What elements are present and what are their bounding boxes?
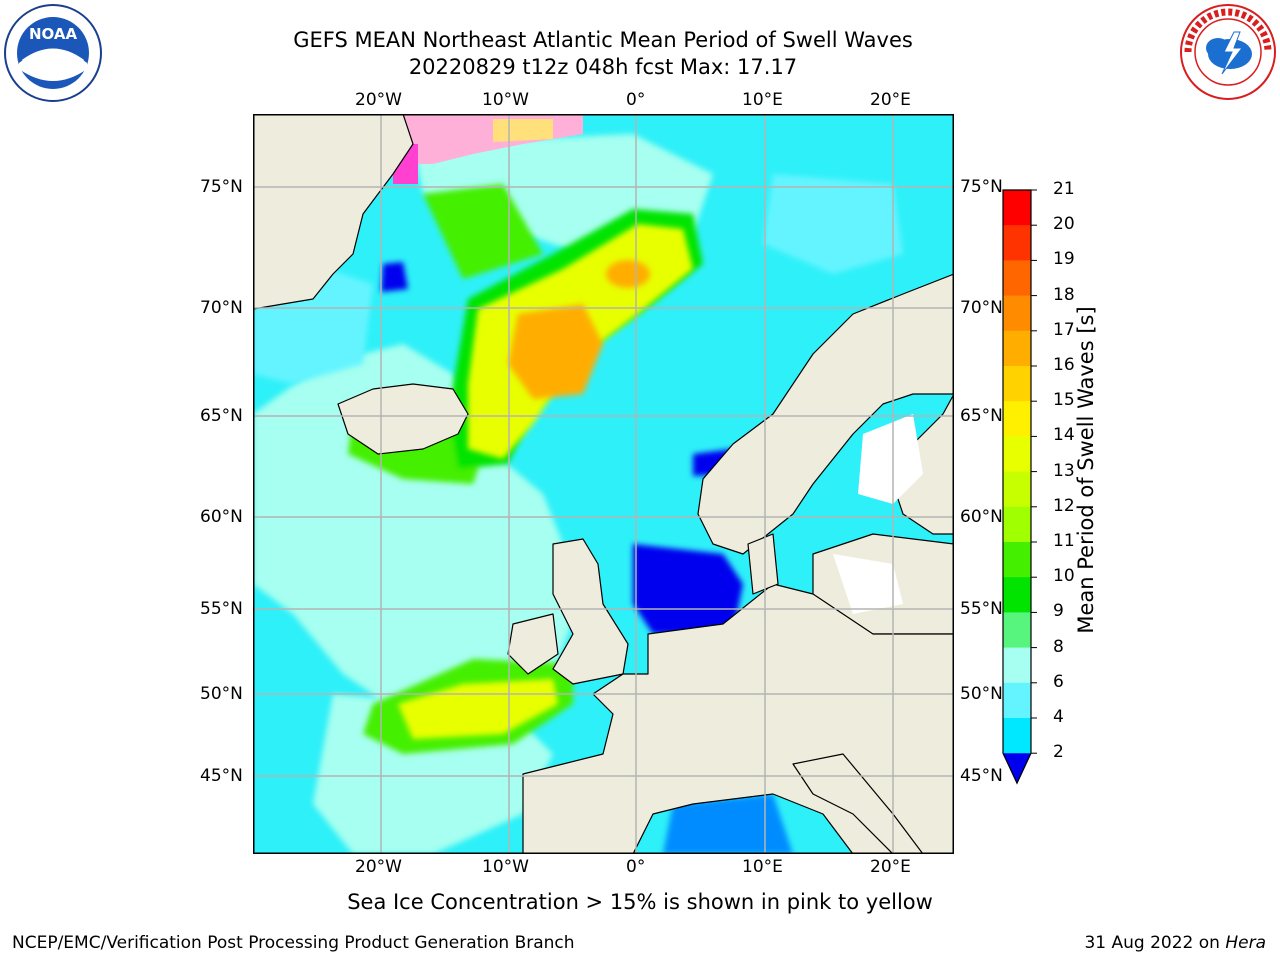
greenland <box>253 114 414 310</box>
colorbar-tick-label: 18 <box>1053 284 1075 305</box>
colorbar-extend-triangle <box>1003 753 1031 784</box>
jutland <box>747 533 779 595</box>
lon-label-bottom: 20°E <box>870 857 911 877</box>
colorbar-band <box>1003 366 1031 402</box>
footer-date-text: 31 Aug 2022 on <box>1084 933 1220 953</box>
sea-ice-area <box>393 114 583 184</box>
lon-label-top: 0° <box>626 90 646 110</box>
colorbar-band <box>1003 401 1031 437</box>
colorbar-tick-label: 14 <box>1053 425 1075 446</box>
colorbar-label: Mean Period of Swell Waves [s] <box>1074 306 1098 634</box>
lat-label-left: 70°N <box>200 298 243 318</box>
lon-label-bottom: 10°E <box>742 857 783 877</box>
noaa-logo-text: NOAA <box>29 25 78 43</box>
iceland <box>337 383 469 455</box>
colorbar-tick-label: 12 <box>1053 495 1075 516</box>
noaa-logo: NOAA <box>4 4 102 102</box>
lat-label-left: 65°N <box>200 406 243 426</box>
colorbar-band <box>1003 718 1031 754</box>
map-subtitle: 20220829 t12z 048h fcst Max: 17.17 <box>408 55 798 79</box>
colorbar-tick-label: 10 <box>1053 566 1075 587</box>
colorbar-tick-label: 4 <box>1053 707 1064 727</box>
colorbar-tick-label: 13 <box>1053 460 1075 481</box>
lon-label-top: 10°E <box>742 90 783 110</box>
map-frame <box>253 114 954 854</box>
colorbar-band <box>1003 190 1031 226</box>
colorbar-tick-label: 19 <box>1053 249 1075 270</box>
lon-label-bottom: 10°W <box>482 857 529 877</box>
scandinavia <box>697 273 954 555</box>
swell-field-16-17s <box>508 260 650 399</box>
colorbar-band <box>1003 260 1031 297</box>
footer-machine: Hera <box>1225 933 1266 953</box>
lat-label-right: 70°N <box>960 298 1003 318</box>
lat-label-left: 75°N <box>200 177 243 197</box>
colorbar <box>1002 189 1037 785</box>
colorbar-band <box>1003 225 1031 261</box>
colorbar-band <box>1003 682 1031 719</box>
colorbar-tick-label: 21 <box>1053 179 1075 199</box>
colorbar-band <box>1003 506 1031 543</box>
lat-label-left: 50°N <box>200 684 243 704</box>
colorbar-band <box>1003 330 1031 367</box>
italy <box>792 753 924 854</box>
lon-label-top: 20°W <box>355 90 402 110</box>
colorbar-band <box>1003 436 1031 473</box>
lat-label-right: 45°N <box>960 766 1003 786</box>
lon-label-top: 10°W <box>482 90 529 110</box>
footer-credit: NCEP/EMC/Verification Post Processing Pr… <box>12 933 575 953</box>
lon-label-top: 20°E <box>870 90 911 110</box>
map-panel <box>253 114 954 854</box>
lat-label-right: 60°N <box>960 507 1003 527</box>
colorbar-tick-label: 6 <box>1053 671 1064 692</box>
colorbar-tick-label: 16 <box>1053 355 1075 375</box>
colorbar-band <box>1003 647 1031 684</box>
lon-label-bottom: 0° <box>626 857 646 877</box>
lat-label-left: 55°N <box>200 599 243 619</box>
colorbar-tick-label: 20 <box>1053 214 1075 235</box>
map-title: GEFS MEAN Northeast Atlantic Mean Period… <box>293 28 913 52</box>
lat-label-right: 75°N <box>960 177 1003 197</box>
colorbar-band <box>1003 542 1031 578</box>
lat-label-right: 50°N <box>960 684 1003 704</box>
lat-label-right: 65°N <box>960 406 1003 426</box>
colorbar-tick-label: 8 <box>1053 636 1064 657</box>
lat-label-left: 60°N <box>200 507 243 527</box>
swell-field-2-4s <box>381 262 793 854</box>
colorbar-tick-label: 15 <box>1053 390 1075 411</box>
colorbar-tick-label: 9 <box>1053 601 1064 622</box>
colorbar-tick-label: 2 <box>1053 742 1064 763</box>
colorbar-band <box>1003 471 1031 508</box>
colorbar-band <box>1003 577 1031 613</box>
lat-label-left: 45°N <box>200 766 243 786</box>
footer-date: 31 Aug 2022 on Hera <box>1084 933 1266 953</box>
graticule <box>253 114 954 854</box>
lat-label-right: 55°N <box>960 599 1003 619</box>
inland-masked <box>833 414 923 614</box>
colorbar-band <box>1003 612 1031 649</box>
colorbar-tick-label: 11 <box>1053 531 1075 551</box>
colorbar-outline <box>1002 189 1032 785</box>
colorbar-tick-label: 17 <box>1053 319 1075 340</box>
colorbar-band <box>1003 295 1031 332</box>
lon-label-bottom: 20°W <box>355 857 402 877</box>
nws-logo <box>1180 4 1276 100</box>
sea-ice-note: Sea Ice Concentration > 15% is shown in … <box>347 890 933 914</box>
